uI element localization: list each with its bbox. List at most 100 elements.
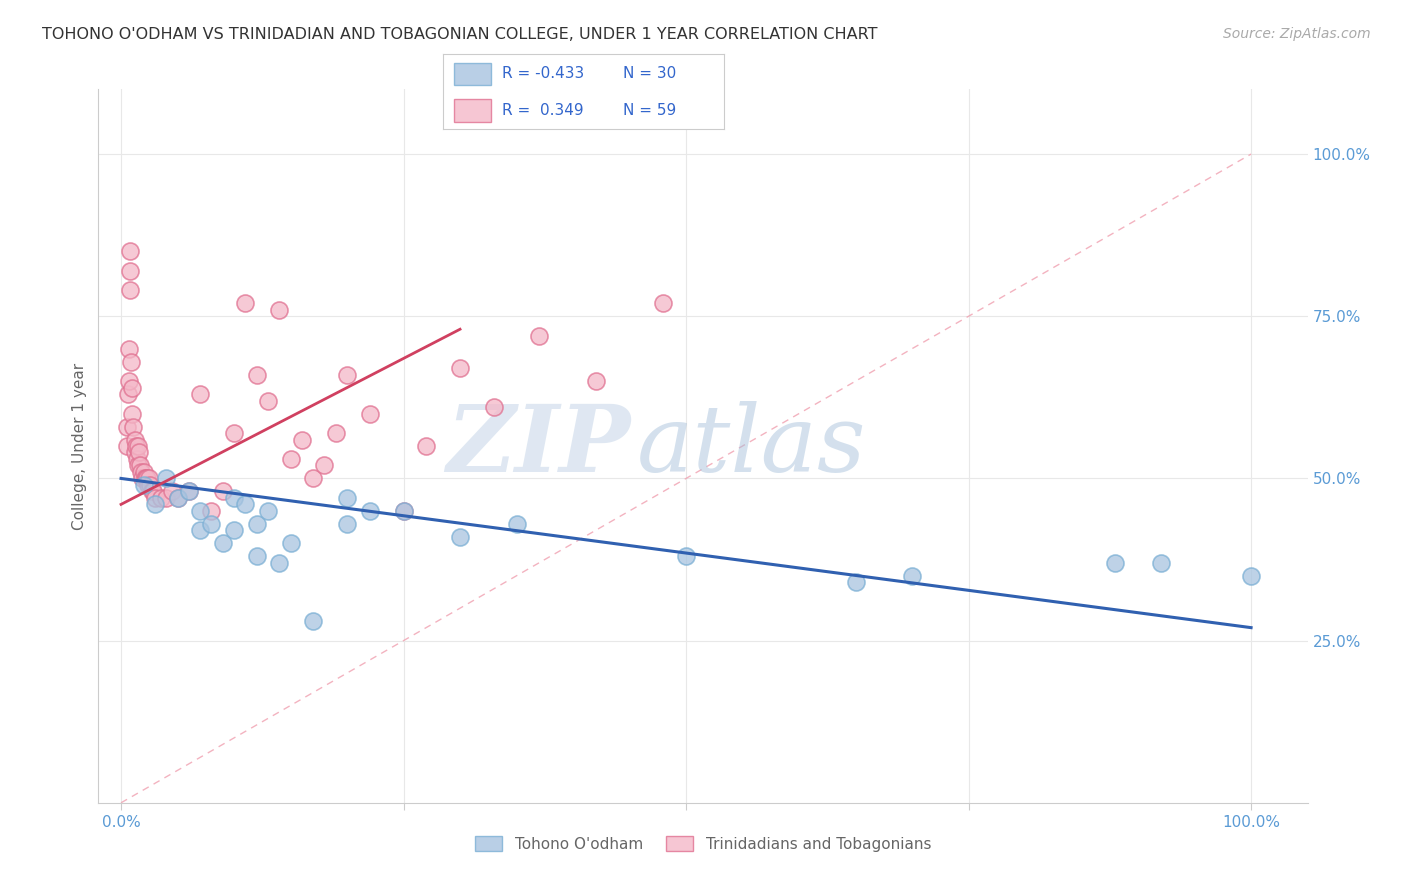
Point — [257, 504, 280, 518]
Point — [188, 387, 211, 401]
Text: R =  0.349: R = 0.349 — [502, 103, 583, 118]
Point — [120, 264, 142, 278]
Point — [415, 439, 437, 453]
Legend: Tohono O'odham, Trinidadians and Tobagonians: Tohono O'odham, Trinidadians and Tobagon… — [467, 829, 939, 859]
Point — [120, 244, 142, 259]
Point — [160, 484, 183, 499]
Point — [115, 419, 138, 434]
Point — [143, 491, 166, 505]
FancyBboxPatch shape — [454, 62, 491, 86]
Point — [136, 471, 159, 485]
Text: Source: ZipAtlas.com: Source: ZipAtlas.com — [1223, 27, 1371, 41]
Point — [118, 374, 141, 388]
Point — [177, 484, 200, 499]
Point — [143, 497, 166, 511]
Point — [359, 407, 381, 421]
Point — [200, 516, 222, 531]
Point — [246, 368, 269, 382]
Point — [392, 504, 415, 518]
Point — [505, 516, 527, 531]
Point — [336, 368, 359, 382]
Point — [222, 425, 245, 440]
Point — [125, 439, 148, 453]
Point — [122, 419, 145, 434]
Point — [132, 465, 155, 479]
Point — [131, 471, 153, 485]
Point — [325, 425, 347, 440]
Point — [142, 484, 165, 499]
FancyBboxPatch shape — [454, 99, 491, 122]
Point — [127, 458, 149, 473]
Point — [280, 452, 302, 467]
Point — [127, 439, 149, 453]
Point — [188, 504, 211, 518]
Point — [1104, 556, 1126, 570]
Point — [1150, 556, 1173, 570]
Point — [125, 452, 148, 467]
Text: ZIP: ZIP — [446, 401, 630, 491]
Point — [177, 484, 200, 499]
Point — [269, 556, 291, 570]
Point — [482, 400, 505, 414]
Point — [121, 381, 143, 395]
Point — [675, 549, 697, 564]
Point — [155, 491, 177, 505]
Point — [257, 393, 280, 408]
Point — [188, 524, 211, 538]
Point — [1240, 568, 1263, 582]
Point — [246, 549, 269, 564]
Point — [527, 328, 550, 343]
Point — [359, 504, 381, 518]
Y-axis label: College, Under 1 year: College, Under 1 year — [72, 362, 87, 530]
Point — [585, 374, 607, 388]
Point — [131, 465, 153, 479]
Text: atlas: atlas — [637, 401, 866, 491]
Text: R = -0.433: R = -0.433 — [502, 67, 583, 81]
Point — [149, 491, 172, 505]
Point — [118, 342, 141, 356]
Point — [845, 575, 868, 590]
Point — [314, 458, 336, 473]
Point — [117, 387, 139, 401]
Point — [134, 471, 156, 485]
Point — [302, 614, 325, 628]
Point — [166, 491, 188, 505]
Point — [124, 445, 146, 459]
Point — [141, 484, 163, 499]
Point — [139, 478, 162, 492]
Point — [291, 433, 314, 447]
Point — [128, 445, 150, 459]
Point — [652, 296, 675, 310]
Point — [124, 433, 146, 447]
Point — [336, 491, 359, 505]
Point — [336, 516, 359, 531]
Point — [115, 439, 138, 453]
Point — [136, 478, 159, 492]
Point — [129, 458, 152, 473]
Point — [269, 302, 291, 317]
Point — [233, 296, 256, 310]
Point — [211, 484, 233, 499]
Point — [211, 536, 233, 550]
Text: N = 30: N = 30 — [623, 67, 676, 81]
Point — [166, 491, 188, 505]
Point — [233, 497, 256, 511]
Point — [222, 491, 245, 505]
Point — [155, 471, 177, 485]
Point — [200, 504, 222, 518]
Text: N = 59: N = 59 — [623, 103, 676, 118]
Point — [138, 471, 160, 485]
Point — [222, 524, 245, 538]
Point — [302, 471, 325, 485]
Point — [246, 516, 269, 531]
Point — [280, 536, 302, 550]
Text: TOHONO O'ODHAM VS TRINIDADIAN AND TOBAGONIAN COLLEGE, UNDER 1 YEAR CORRELATION C: TOHONO O'ODHAM VS TRINIDADIAN AND TOBAGO… — [42, 27, 877, 42]
Point — [120, 354, 142, 368]
Point — [120, 283, 142, 297]
Point — [132, 478, 155, 492]
Point — [901, 568, 924, 582]
Point — [121, 407, 143, 421]
Point — [392, 504, 415, 518]
Point — [135, 471, 157, 485]
Point — [449, 530, 471, 544]
